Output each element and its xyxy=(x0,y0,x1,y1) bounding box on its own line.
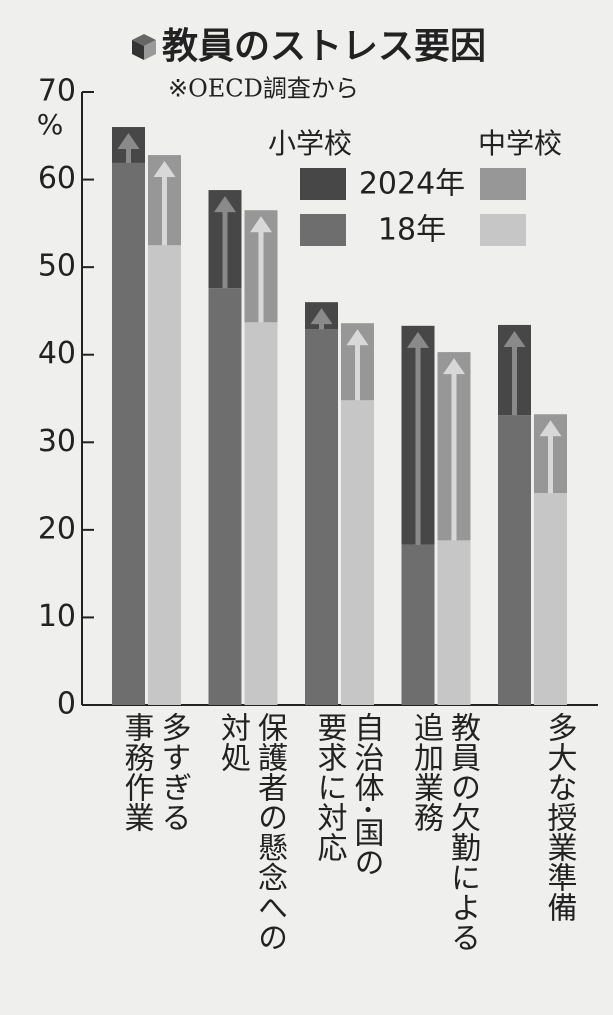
arrow-head xyxy=(407,331,429,348)
bar-base xyxy=(437,540,471,705)
arrow-head xyxy=(214,196,236,213)
bar-base xyxy=(208,288,242,705)
bar-base xyxy=(112,162,145,705)
legend-row-label: 18年 xyxy=(378,213,446,248)
x-tick-label: 保護者の懸念への 対処 xyxy=(215,712,287,952)
x-tick-label: 多大な授業準備 xyxy=(541,712,577,922)
legend-swatch xyxy=(480,214,526,246)
arrow-head xyxy=(250,216,272,233)
x-tick-label: 教員の欠勤による 追加業務 xyxy=(408,712,480,952)
arrow-head xyxy=(346,329,369,346)
bar-base xyxy=(498,415,531,705)
legend-swatch xyxy=(300,214,346,246)
arrow-head xyxy=(310,308,333,325)
y-tick-label: 30 xyxy=(38,424,76,459)
arrow-head xyxy=(503,330,526,347)
x-tick-label: 多すぎる 事務作業 xyxy=(118,712,191,832)
arrow-head xyxy=(153,161,176,178)
title-icon xyxy=(132,34,156,60)
chart-title: 教員のストレス要因 xyxy=(162,26,486,67)
y-tick-label: 10 xyxy=(38,599,76,634)
y-unit: % xyxy=(37,108,64,141)
legend-row-label: 2024年 xyxy=(359,167,465,202)
chart-subtitle: ※OECD調査から xyxy=(168,75,359,103)
y-tick-label: 20 xyxy=(38,511,76,546)
bar-base xyxy=(305,329,338,705)
y-tick-label: 50 xyxy=(38,249,76,284)
arrow-head xyxy=(117,133,140,150)
y-tick-label: 70 xyxy=(38,74,76,109)
y-tick-label: 60 xyxy=(38,161,76,196)
bar-base xyxy=(534,493,567,705)
x-tick-label: 自治体･国の 要求に対応 xyxy=(311,712,384,877)
y-tick-label: 40 xyxy=(38,336,76,371)
arrow-head xyxy=(539,420,562,437)
bar-base xyxy=(401,544,435,705)
bar-base xyxy=(148,245,181,705)
legend-swatch xyxy=(480,168,526,200)
legend-header: 中学校 xyxy=(478,127,562,160)
arrow-head xyxy=(443,358,465,375)
legend-swatch xyxy=(300,168,346,200)
y-tick-label: 0 xyxy=(57,687,76,722)
bar-base xyxy=(244,322,278,705)
legend-header: 小学校 xyxy=(268,127,352,160)
bar-base xyxy=(341,400,374,705)
